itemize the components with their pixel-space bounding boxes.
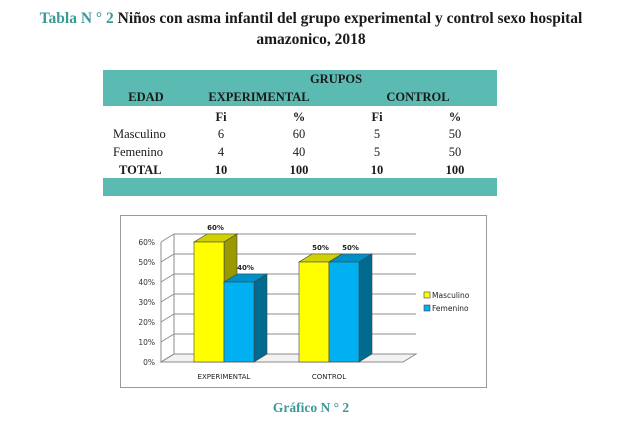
legend-swatch	[423, 304, 431, 312]
cell-total-exp-pct: 100	[289, 163, 309, 177]
subheader-exp-pct: %	[292, 110, 306, 124]
x-tick-label: EXPERIMENTAL	[198, 373, 251, 381]
header-groups: GRUPOS	[309, 72, 363, 86]
y-tick-label: 50%	[138, 258, 155, 267]
header-edad: EDAD	[128, 90, 164, 104]
cell-masculino-exp-pct: 60	[292, 127, 306, 141]
table-title-label: Tabla N ° 2	[39, 10, 114, 27]
bar-data-label: 40%	[237, 264, 254, 272]
gridline-side	[160, 233, 175, 243]
cell-masculino-exp-fi: 6	[217, 127, 225, 141]
subheader-ctrl-fi: Fi	[371, 110, 383, 124]
header-experimental: EXPERIMENTAL	[208, 90, 310, 104]
gridline-side	[160, 353, 175, 363]
bar	[328, 261, 360, 363]
y-tick-label: 60%	[138, 238, 155, 247]
bar-data-label: 50%	[342, 244, 359, 252]
bar	[193, 241, 225, 363]
cell-masculino-ctrl-fi: 5	[373, 127, 381, 141]
table-footer-band	[103, 178, 497, 196]
row-label-femenino: Femenino	[113, 145, 163, 159]
y-tick-label: 10%	[138, 338, 155, 347]
bar-chart-svg: 0% 10% 20% 30% 40% 50% 60% 60% 40% EXPERIMENTAL 50…	[138, 224, 470, 381]
y-tick-label: 0%	[143, 358, 155, 367]
table-title-text: Niños con asma infantil del grupo experi…	[117, 10, 583, 27]
gridline-side	[160, 253, 175, 263]
bar-chart: 0% 10% 20% 30% 40% 50% 60% 60% 40% EXPERIMENTAL 50…	[120, 215, 487, 388]
header-control: CONTROL	[386, 90, 450, 104]
data-table: GRUPOS EDAD EXPERIMENTAL CONTROL Fi % Fi…	[103, 70, 497, 196]
legend-swatch	[423, 291, 431, 299]
gridline-side	[160, 293, 175, 303]
gridline-side	[160, 273, 175, 283]
y-tick-label: 20%	[138, 318, 155, 327]
gridline-side	[160, 313, 175, 323]
x-tick-label: CONTROL	[312, 373, 346, 381]
bar	[298, 261, 330, 363]
chart-caption: Gráfico N ° 2	[272, 400, 350, 415]
gridline-side	[160, 333, 175, 343]
cell-total-ctrl-pct: 100	[445, 163, 465, 177]
bar	[223, 281, 255, 363]
y-tick-label: 30%	[138, 298, 155, 307]
table-title: Tabla N ° 2 Niños con asma infantil del …	[0, 8, 622, 50]
legend-label: Masculino	[432, 291, 470, 300]
table-title-text-line2: amazonico, 2018	[256, 31, 366, 48]
legend-label: Femenino	[432, 304, 469, 313]
bar-side	[253, 273, 268, 363]
cell-total-ctrl-fi: 10	[370, 163, 384, 177]
bar-side	[358, 253, 373, 363]
row-label-total: TOTAL	[119, 163, 162, 177]
cell-femenino-exp-pct: 40	[292, 145, 306, 159]
cell-femenino-ctrl-fi: 5	[373, 145, 381, 159]
bar-data-label: 50%	[312, 244, 329, 252]
table-header-band	[103, 70, 497, 106]
y-tick-label: 40%	[138, 278, 155, 287]
cell-femenino-ctrl-pct: 50	[448, 145, 462, 159]
cell-total-exp-fi: 10	[214, 163, 228, 177]
cell-masculino-ctrl-pct: 50	[448, 127, 462, 141]
subheader-ctrl-pct: %	[448, 110, 462, 124]
bar-data-label: 60%	[207, 224, 224, 232]
row-label-masculino: Masculino	[113, 127, 166, 141]
subheader-exp-fi: Fi	[215, 110, 227, 124]
cell-femenino-exp-fi: 4	[217, 145, 225, 159]
